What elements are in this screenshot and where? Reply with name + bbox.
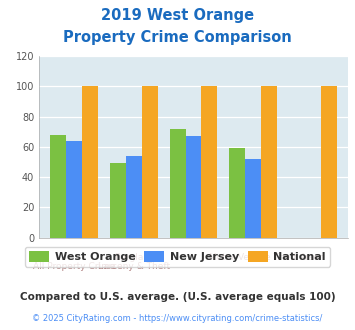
Text: Burglary: Burglary xyxy=(115,253,153,262)
Bar xyxy=(110,163,126,238)
Bar xyxy=(82,86,98,238)
Bar xyxy=(66,141,82,238)
Text: Property Crime Comparison: Property Crime Comparison xyxy=(63,30,292,45)
Bar xyxy=(261,86,277,238)
Bar xyxy=(201,86,217,238)
Text: Motor Vehicle Theft: Motor Vehicle Theft xyxy=(209,253,297,262)
Bar xyxy=(170,129,186,238)
Text: Larceny & Theft: Larceny & Theft xyxy=(98,262,170,271)
Bar xyxy=(142,86,158,238)
Text: © 2025 CityRating.com - https://www.cityrating.com/crime-statistics/: © 2025 CityRating.com - https://www.city… xyxy=(32,314,323,323)
Bar xyxy=(126,156,142,238)
Bar xyxy=(50,135,66,238)
Bar xyxy=(245,159,261,238)
Text: Compared to U.S. average. (U.S. average equals 100): Compared to U.S. average. (U.S. average … xyxy=(20,292,335,302)
Text: 2019 West Orange: 2019 West Orange xyxy=(101,8,254,23)
Legend: West Orange, New Jersey, National: West Orange, New Jersey, National xyxy=(24,247,331,267)
Bar xyxy=(321,86,337,238)
Text: Arson: Arson xyxy=(300,253,326,262)
Bar xyxy=(229,148,245,238)
Bar xyxy=(186,136,201,238)
Text: All Property Crime: All Property Crime xyxy=(33,262,115,271)
